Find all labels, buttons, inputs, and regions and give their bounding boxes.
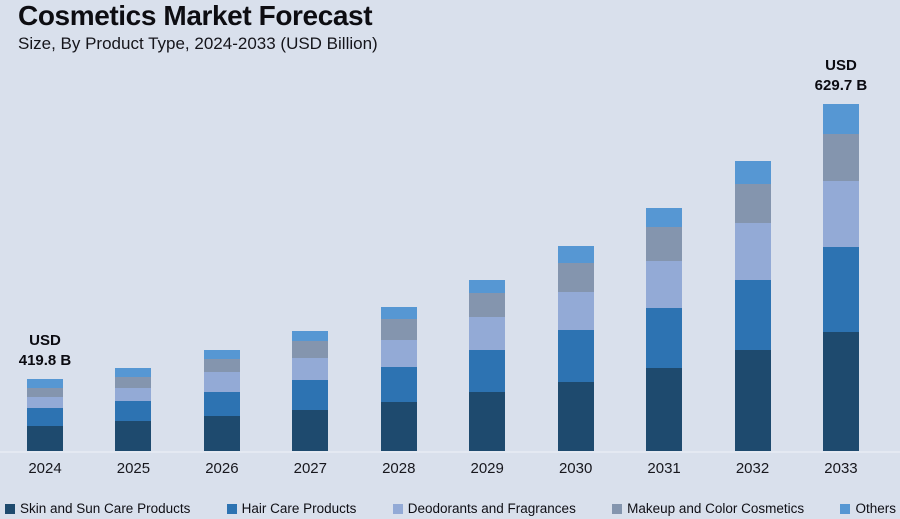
bar-segment-2033 [822, 247, 859, 332]
bar-segment-2028 [380, 367, 417, 402]
bar-2031 [646, 208, 683, 452]
bar-segment-2026 [203, 350, 240, 359]
bar-2026 [203, 350, 240, 452]
bar-segment-2031 [646, 261, 683, 308]
bar-segment-2031 [646, 208, 683, 227]
legend-swatch-deodorants-fragrances [392, 503, 403, 514]
legend-label: Deodorants and Fragrances [407, 501, 576, 516]
bar-segment-2027 [292, 380, 329, 410]
bar-segment-2033 [822, 181, 859, 247]
bar-2032 [734, 161, 771, 452]
bar-segment-2025 [115, 421, 152, 452]
legend-swatch-hair-care [226, 503, 237, 514]
bar-segment-2028 [380, 340, 417, 367]
bar-segment-2025 [115, 401, 152, 421]
bar-segment-2024 [27, 397, 63, 408]
legend-item-others: Others [840, 501, 896, 516]
x-axis-label-2027: 2027 [293, 460, 327, 477]
bar-segment-2030 [557, 263, 594, 292]
bar-segment-2026 [203, 416, 240, 452]
bar-segment-2028 [380, 319, 417, 340]
bar-segment-2027 [292, 358, 329, 380]
bar-segment-2030 [557, 292, 594, 330]
bar-2025 [115, 368, 152, 452]
bar-segment-2030 [557, 382, 594, 452]
legend-label: Skin and Sun Care Products [20, 501, 191, 516]
legend-swatch-others [840, 503, 851, 514]
legend-swatch-skin-and-sun-care [5, 503, 15, 514]
bar-segment-2030 [557, 246, 594, 263]
bar-segment-2029 [469, 280, 506, 293]
bar-segment-2028 [380, 307, 417, 319]
bar-segment-2033 [822, 104, 859, 134]
bar-segment-2029 [469, 350, 506, 392]
bar-segment-2029 [469, 317, 506, 350]
bar-segment-2026 [203, 372, 240, 392]
bar-2030 [557, 246, 594, 452]
x-axis-label-2028: 2028 [382, 460, 416, 477]
bar-segment-2029 [469, 293, 506, 317]
legend: Skin and Sun Care Products Hair Care Pro… [5, 501, 896, 516]
bar-segment-2027 [292, 341, 329, 358]
legend-item-makeup-color-cosmetics: Makeup and Color Cosmetics [612, 501, 804, 516]
legend-item-skin-and-sun-care: Skin and Sun Care Products [5, 501, 190, 516]
x-axis-label-2026: 2026 [205, 460, 239, 477]
x-axis-label-2029: 2029 [470, 460, 504, 477]
bar-segment-2025 [115, 368, 152, 377]
bar-segment-2026 [203, 392, 240, 416]
bar-segment-2031 [646, 227, 683, 261]
plot-area: USD 419.8 B USD 629.7 B [18, 56, 868, 452]
bar-2024 [27, 379, 63, 452]
bar-segment-2024 [27, 408, 63, 426]
bar-segment-2032 [734, 280, 771, 350]
bar-segment-2030 [557, 330, 594, 382]
bar-segment-2024 [27, 426, 63, 452]
x-axis-line [0, 451, 900, 453]
legend-item-deodorants-fragrances: Deodorants and Fragrances [392, 501, 576, 516]
bar-2027 [292, 331, 329, 452]
bar-segment-2026 [203, 359, 240, 372]
chart-subtitle: Size, By Product Type, 2024-2033 (USD Bi… [18, 34, 378, 54]
x-axis-label-2024: 2024 [28, 460, 62, 477]
chart-header: Cosmetics Market Forecast Size, By Produ… [18, 0, 378, 55]
x-axis-label-2032: 2032 [735, 460, 770, 477]
bar-2028 [380, 307, 417, 452]
bar-segment-2027 [292, 410, 329, 452]
x-axis-label-2025: 2025 [116, 460, 151, 477]
legend-label: Others [855, 501, 896, 516]
x-axis-label-2030: 2030 [558, 460, 593, 477]
bar-2033 [822, 104, 859, 452]
bar-segment-2025 [115, 388, 152, 401]
legend-item-hair-care: Hair Care Products [226, 501, 357, 516]
legend-label: Hair Care Products [241, 501, 357, 516]
bar-segment-2025 [115, 377, 152, 388]
bar-segment-2024 [27, 379, 63, 388]
bar-segment-2031 [646, 308, 683, 368]
bar-2029 [469, 280, 506, 452]
bar-segment-2032 [734, 184, 771, 223]
bar-segment-2031 [646, 368, 683, 452]
bar-segment-2033 [822, 134, 859, 181]
bar-segment-2032 [734, 223, 771, 280]
value-label-2033: USD 629.7 B [814, 56, 868, 94]
x-axis-label-2033: 2033 [824, 460, 858, 477]
legend-swatch-makeup-color-cosmetics [612, 503, 623, 514]
bar-segment-2028 [380, 402, 417, 452]
bar-segment-2024 [27, 388, 63, 397]
bar-segment-2032 [734, 161, 771, 184]
bar-segment-2033 [822, 332, 859, 452]
bar-segment-2029 [469, 392, 506, 452]
bar-segment-2027 [292, 331, 329, 341]
value-label-2024: USD 419.8 B [18, 331, 72, 369]
x-axis-label-2031: 2031 [647, 460, 681, 477]
chart-title: Cosmetics Market Forecast [18, 0, 373, 31]
bar-segment-2032 [734, 350, 771, 452]
legend-label: Makeup and Color Cosmetics [627, 501, 805, 516]
